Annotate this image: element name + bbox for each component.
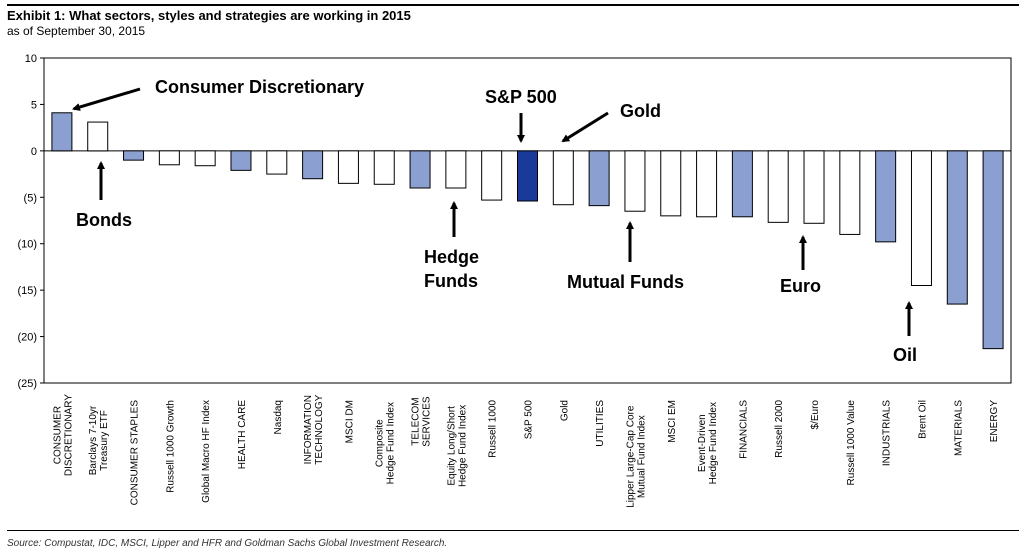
annotation-label: Bonds	[76, 210, 132, 230]
x-tick-label: Barclays 7-10yrTreasury ETF	[88, 405, 110, 475]
annotation-arrow	[71, 87, 141, 111]
x-tick-label: INDUSTRIALS	[882, 400, 893, 466]
x-tick-label: Global Macro HF Index	[201, 400, 212, 503]
bar	[767, 150, 789, 223]
bar	[588, 150, 610, 207]
annotation-label: Oil	[893, 345, 917, 365]
bar	[731, 150, 753, 218]
bar	[552, 150, 574, 206]
y-tick-label: 0	[31, 146, 37, 158]
x-tick-label: Russell 1000 Value	[846, 400, 857, 486]
bar	[839, 150, 861, 235]
x-tick-label: CONSUMER STAPLES	[130, 400, 141, 506]
source-note: Source: Compustat, IDC, MSCI, Lipper and…	[7, 538, 448, 549]
top-rule	[7, 4, 1019, 6]
x-tick-label: Event-DrivenHedge Fund Index	[697, 402, 719, 484]
y-tick-label: 10	[25, 53, 37, 65]
x-tick-label: HEALTH CARE	[237, 400, 248, 470]
x-tick-label: FINANCIALS	[738, 400, 749, 459]
x-tick-label: MSCI EM	[667, 400, 678, 443]
bar	[696, 150, 718, 218]
x-tick-label: Nasdaq	[273, 400, 284, 434]
bar	[875, 150, 897, 243]
bar	[481, 150, 503, 201]
y-tick-label: (5)	[24, 192, 37, 204]
bar	[194, 150, 216, 167]
bar	[660, 150, 682, 217]
x-tick-label: ENERGY	[989, 400, 1000, 443]
bar	[230, 150, 252, 171]
x-tick-label: Gold	[559, 400, 570, 421]
y-tick-label: (20)	[17, 332, 37, 344]
bar	[445, 150, 467, 189]
x-axis-labels: CONSUMERDISCRETIONARY Barclays 7-10yrTrea…	[52, 394, 1000, 508]
bar	[624, 150, 646, 212]
bar	[373, 150, 395, 185]
bar	[51, 112, 73, 152]
y-axis: 10 5 0 (5) (10) (15) (20) (25)	[17, 53, 44, 390]
annotation-label: Euro	[780, 276, 821, 296]
x-tick-label: Russell 2000	[774, 400, 785, 458]
x-tick-label: MATERIALS	[953, 400, 964, 456]
annotation-label: Gold	[620, 101, 661, 121]
x-tick-label: MSCI DM	[344, 400, 355, 443]
x-tick-label: CONSUMERDISCRETIONARY	[52, 394, 74, 476]
plot-frame	[43, 57, 1012, 384]
y-tick-label: (25)	[17, 378, 37, 390]
bar	[266, 150, 288, 175]
bar	[87, 121, 109, 152]
x-tick-label: INFORMATIONTECHNOLOGY	[303, 394, 325, 464]
x-tick-label: Russell 1000	[488, 400, 499, 458]
bar	[302, 150, 324, 180]
bar	[337, 150, 359, 184]
y-tick-label: (15)	[17, 285, 37, 297]
x-tick-label: UTILITIES	[595, 400, 606, 447]
bars	[51, 112, 1004, 350]
chart-subtitle: as of September 30, 2015	[7, 24, 146, 38]
bottom-rule	[7, 530, 1019, 531]
x-tick-label: Russell 1000 Growth	[165, 400, 176, 493]
annotation-label: Hedge Funds	[424, 247, 479, 291]
x-tick-label: Brent Oil	[917, 400, 928, 439]
bar	[803, 150, 825, 224]
x-tick-label: Equity Long/ShortHedge Fund Index	[446, 405, 468, 487]
x-tick-label: $/Euro	[810, 400, 821, 430]
annotations: Consumer Discretionary Bonds S&P 500 Gold He…	[71, 77, 917, 365]
annotation-label: S&P 500	[485, 87, 557, 107]
x-tick-label: S&P 500	[524, 400, 535, 440]
x-tick-label: Lipper Large-Cap CoreMutual Fund Index	[625, 405, 647, 508]
x-tick-label: CompositeHedge Fund Index	[375, 402, 397, 484]
bar	[946, 150, 968, 305]
bar	[158, 150, 180, 166]
annotation-arrow	[561, 111, 609, 143]
bar	[123, 150, 145, 161]
annotation-label: Mutual Funds	[567, 272, 684, 292]
y-tick-label: 5	[31, 99, 37, 111]
bar	[910, 150, 932, 286]
bar	[517, 150, 538, 202]
y-tick-label: (10)	[17, 239, 37, 251]
annotation-label: Consumer Discretionary	[155, 77, 364, 97]
x-tick-label: TELECOMSERVICES	[411, 396, 433, 447]
bar	[982, 150, 1004, 350]
chart-title: Exhibit 1: What sectors, styles and stra…	[7, 8, 411, 23]
bar	[409, 150, 431, 189]
